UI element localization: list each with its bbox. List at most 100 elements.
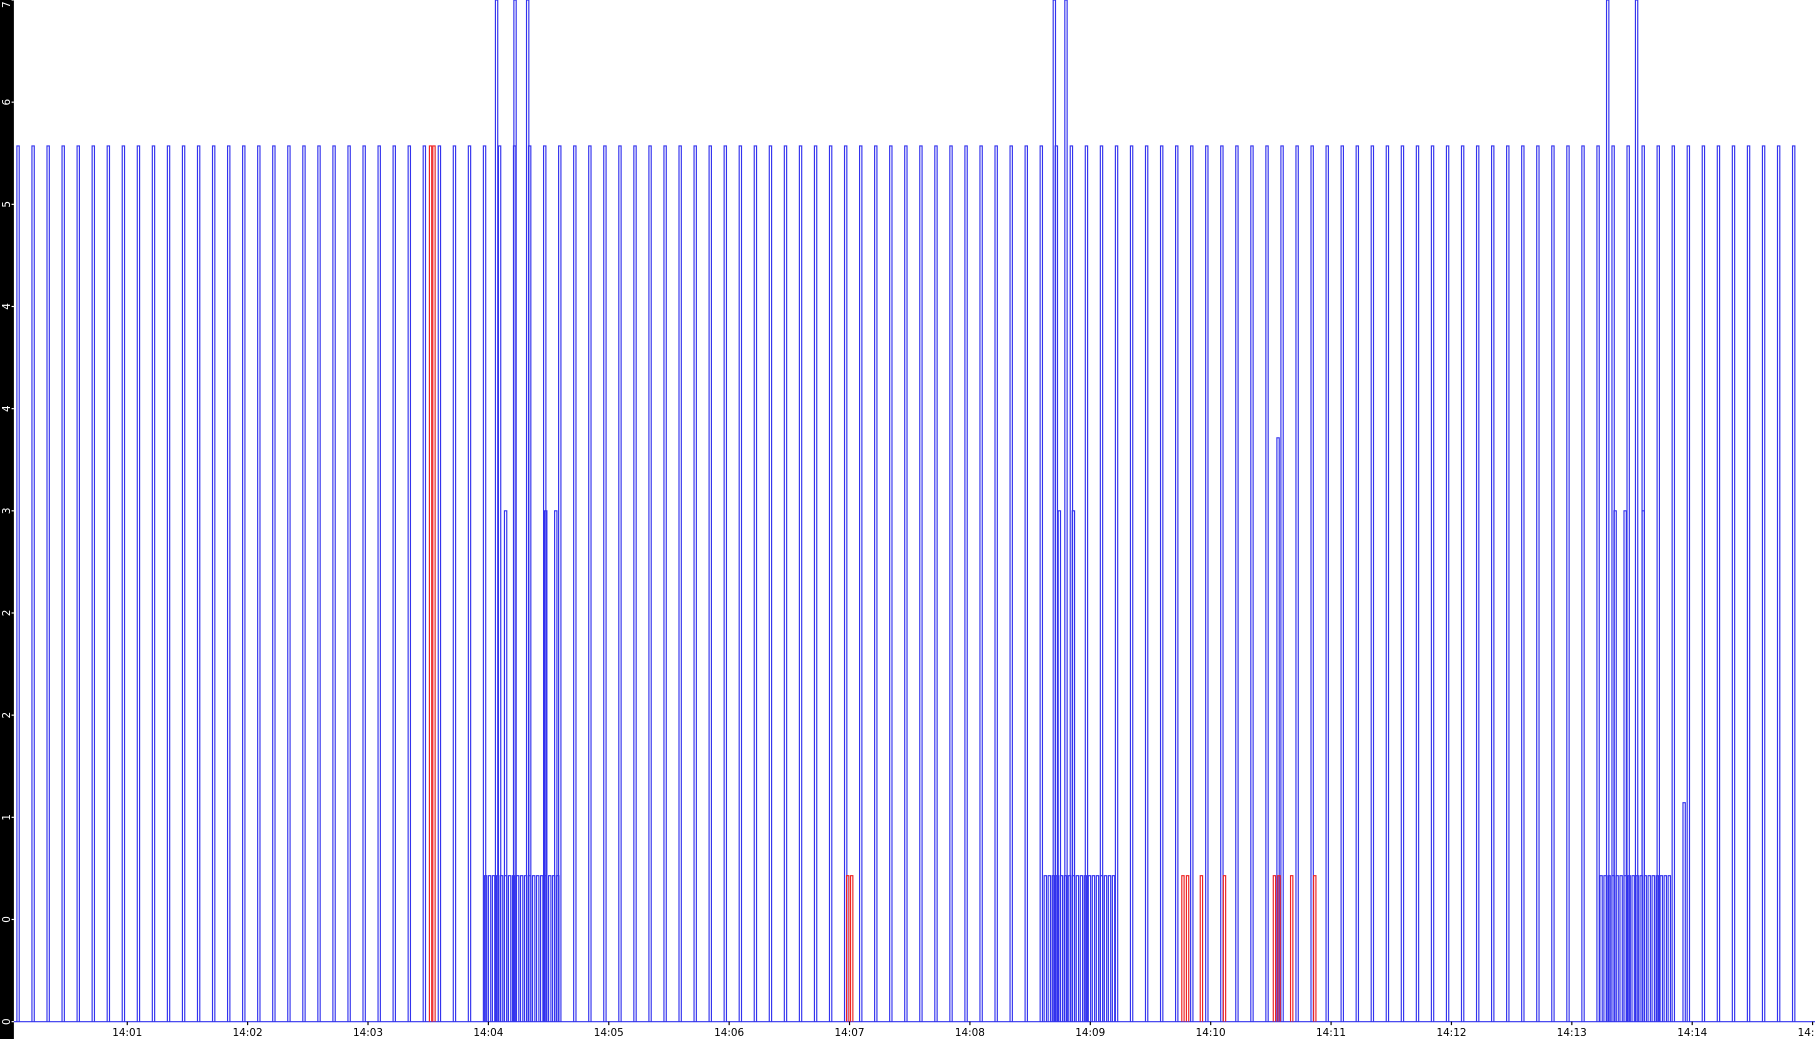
y-tick-label: 4	[1, 405, 13, 412]
spike	[1659, 875, 1664, 1022]
spike	[1521, 145, 1525, 1022]
spike	[618, 145, 622, 1022]
spike	[1272, 875, 1277, 1022]
spike	[1265, 145, 1269, 1022]
spike	[1079, 875, 1084, 1022]
spike	[1761, 145, 1766, 1022]
spike	[1099, 875, 1104, 1022]
spike	[648, 145, 652, 1022]
x-tick-label: 14:03	[353, 1027, 383, 1039]
spike	[798, 145, 803, 1022]
x-tick-label: 14:01	[112, 1027, 142, 1039]
spike	[1623, 510, 1627, 1022]
spike	[467, 145, 472, 1022]
spike	[1199, 875, 1204, 1022]
spike	[904, 145, 908, 1022]
spike	[874, 145, 878, 1022]
spike	[1107, 875, 1112, 1022]
spike	[539, 875, 544, 1022]
spike	[1506, 145, 1510, 1022]
spike	[1605, 0, 1610, 1022]
spike	[633, 145, 637, 1022]
spike	[1731, 145, 1736, 1022]
x-tick-label: 14:05	[594, 1027, 624, 1039]
spike	[1581, 145, 1585, 1022]
spike	[491, 875, 496, 1022]
x-tick-label: 14:12	[1436, 1027, 1466, 1039]
spike	[558, 145, 562, 1022]
spike	[482, 145, 487, 1022]
spike	[494, 0, 499, 1022]
spike	[1445, 145, 1450, 1022]
spike	[828, 145, 833, 1022]
x-tick-label: 14:08	[955, 1027, 985, 1039]
x-tick-label: 14:14	[1677, 1027, 1707, 1039]
spike	[1536, 145, 1540, 1022]
spike	[548, 875, 552, 1022]
spike	[1655, 875, 1659, 1022]
spike	[16, 145, 20, 1022]
spike	[1619, 875, 1623, 1022]
spike	[543, 510, 548, 1022]
spike	[1647, 875, 1651, 1022]
spike	[1043, 875, 1048, 1022]
spike	[181, 145, 186, 1022]
spike	[432, 145, 436, 1022]
spike	[1095, 875, 1100, 1022]
spike	[332, 145, 336, 1022]
spike	[1129, 145, 1134, 1022]
spike	[1075, 875, 1080, 1022]
spike	[723, 145, 728, 1022]
spike	[1626, 145, 1630, 1022]
spike	[858, 145, 863, 1022]
spike	[949, 145, 953, 1022]
spike	[1325, 145, 1329, 1022]
spike	[1551, 145, 1555, 1022]
spike	[603, 145, 607, 1022]
spike	[979, 145, 983, 1022]
y-tick-label: 2	[1, 610, 13, 617]
spike	[196, 145, 201, 1022]
spike	[513, 0, 517, 1022]
spike	[487, 875, 492, 1022]
spike	[1641, 510, 1645, 1022]
spike	[1295, 145, 1299, 1022]
spike	[392, 145, 396, 1022]
spike	[499, 875, 504, 1022]
spike	[317, 145, 321, 1022]
spike	[507, 875, 512, 1022]
spike	[1235, 145, 1239, 1022]
spike	[1667, 875, 1672, 1022]
spike	[1084, 145, 1089, 1022]
x-tick-label: 14:11	[1316, 1027, 1346, 1039]
spike	[1159, 145, 1164, 1022]
spike	[573, 145, 577, 1022]
spike	[1181, 875, 1185, 1022]
spike	[753, 145, 758, 1022]
spike	[347, 145, 351, 1022]
spike	[362, 145, 366, 1022]
x-tick-label: 14:15	[1798, 1027, 1815, 1039]
spike	[1071, 510, 1076, 1022]
spike	[76, 145, 80, 1022]
spike	[422, 145, 427, 1022]
spike	[91, 145, 96, 1022]
spike	[1222, 875, 1227, 1022]
spike	[1599, 875, 1603, 1022]
spike	[1039, 145, 1044, 1022]
spike	[1415, 145, 1420, 1022]
spike	[813, 145, 818, 1022]
spike	[1024, 145, 1028, 1022]
spike	[708, 145, 712, 1022]
spike	[994, 145, 998, 1022]
spike	[738, 145, 743, 1022]
spike	[1627, 875, 1631, 1022]
spike	[1185, 875, 1190, 1022]
spike	[1460, 145, 1465, 1022]
spike	[1313, 875, 1317, 1022]
spike	[452, 145, 457, 1022]
spike	[1566, 145, 1570, 1022]
spike	[1280, 145, 1284, 1022]
y-tick-label: 7	[1, 1, 13, 8]
